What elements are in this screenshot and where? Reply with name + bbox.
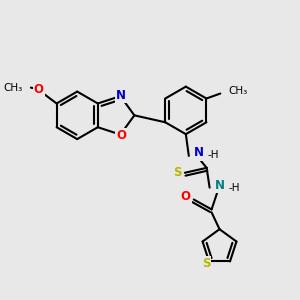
Text: N: N xyxy=(116,88,126,102)
Text: -H: -H xyxy=(208,150,219,160)
Text: O: O xyxy=(34,83,44,96)
Text: N: N xyxy=(214,179,224,192)
Text: O: O xyxy=(181,190,191,203)
Text: S: S xyxy=(202,257,210,270)
Text: CH₃: CH₃ xyxy=(228,85,248,96)
Text: N: N xyxy=(194,146,204,160)
Text: S: S xyxy=(173,166,181,179)
Text: O: O xyxy=(116,129,126,142)
Text: -H: -H xyxy=(228,183,240,193)
Text: CH₃: CH₃ xyxy=(4,82,23,93)
